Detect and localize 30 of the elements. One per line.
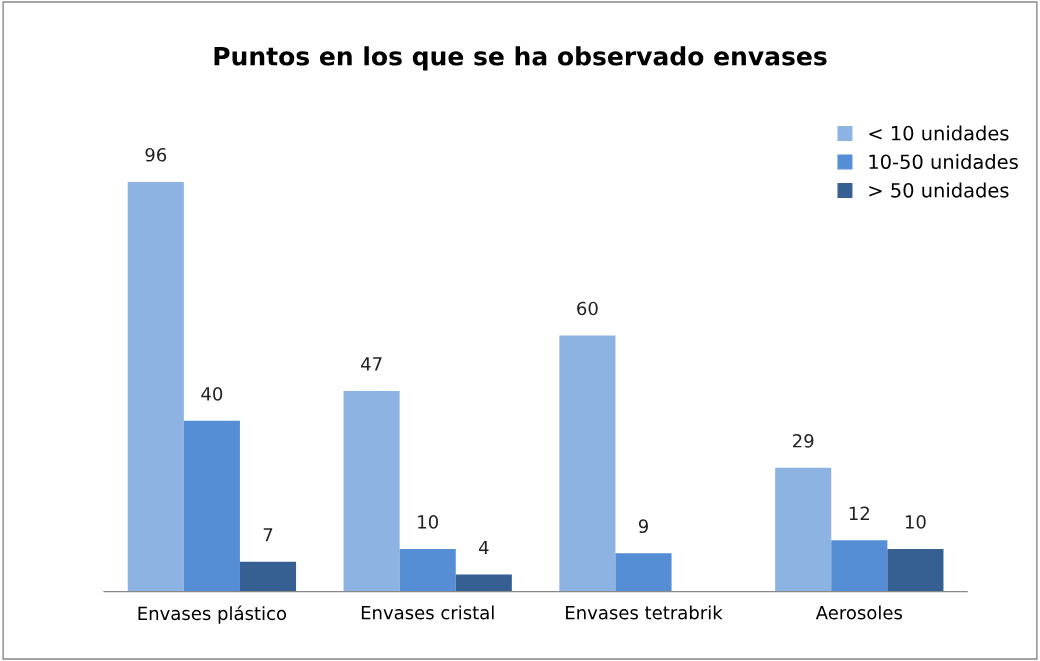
legend-label: < 10 unidades — [869, 125, 1009, 141]
data-label: 60 — [577, 301, 598, 316]
x-tick-label: Envases cristal — [361, 605, 494, 620]
data-label: 12 — [849, 506, 869, 520]
bar — [775, 467, 832, 592]
data-label: 40 — [201, 387, 223, 401]
bar — [887, 548, 944, 592]
chart-title: Puntos en los que se ha observado envases — [214, 46, 827, 71]
data-label: 9 — [638, 519, 648, 534]
data-label: 96 — [145, 147, 167, 162]
bar — [239, 561, 297, 592]
data-label: 7 — [263, 528, 273, 542]
data-label: 47 — [360, 357, 382, 371]
bar — [455, 574, 512, 592]
bar — [615, 553, 672, 592]
legend-label: 10-50 unidades — [869, 154, 1018, 170]
bar — [399, 548, 456, 592]
x-tick-label: Aerosoles — [815, 605, 903, 620]
x-tick-label: Envases plástico — [138, 605, 287, 624]
legend-label: > 50 unidades — [869, 182, 1009, 198]
data-label: 4 — [478, 540, 489, 555]
bar — [343, 390, 400, 592]
data-label: 10 — [905, 515, 926, 529]
bar — [559, 335, 616, 592]
bar — [183, 420, 240, 592]
data-label: 29 — [793, 433, 814, 448]
x-tick-label: Envases tetrabrik — [566, 605, 723, 620]
bar — [831, 540, 888, 592]
bar — [127, 181, 184, 592]
data-label: 10 — [418, 515, 438, 529]
